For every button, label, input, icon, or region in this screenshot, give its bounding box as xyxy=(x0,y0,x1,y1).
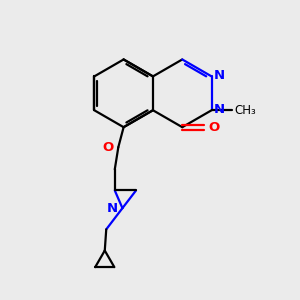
Text: N: N xyxy=(107,202,118,215)
Text: N: N xyxy=(214,69,225,82)
Text: O: O xyxy=(208,121,219,134)
Text: CH₃: CH₃ xyxy=(235,104,256,117)
Text: O: O xyxy=(103,141,114,154)
Text: N: N xyxy=(214,103,225,116)
